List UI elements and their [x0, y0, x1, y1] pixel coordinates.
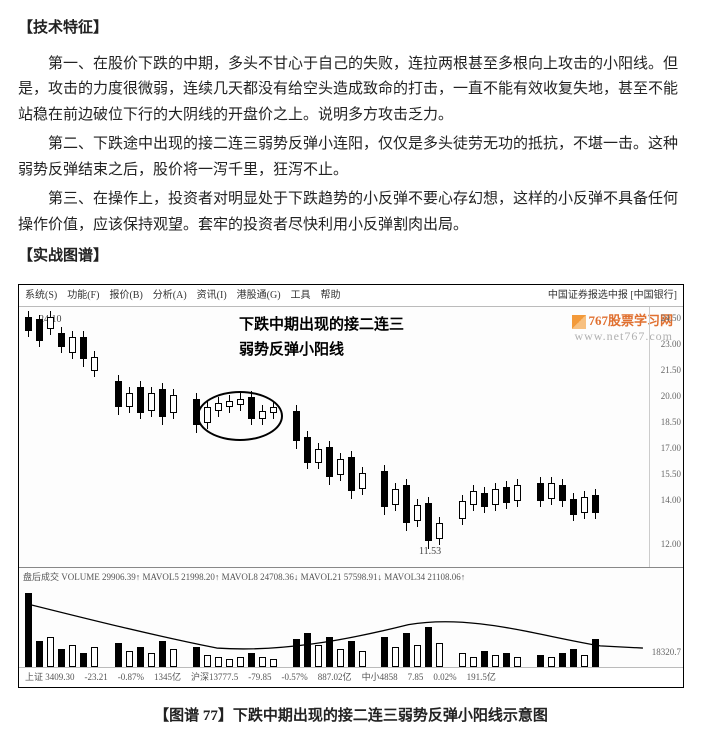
circle-annotation [197, 391, 283, 441]
section-heading-chart: 【实战图谱】 [18, 244, 684, 270]
paragraph-2: 第二、下跌途中出现的接二连三弱势反弹小连阳，仅仅是多头徒劳无功的抵抗，不堪一击。… [18, 132, 684, 183]
volume-side-label: 18320.7 [652, 645, 681, 660]
candlestick-chart[interactable]: 24.10 下跌中期出现的接二连三 弱势反弹小阳线 767股票学习网 www.n… [19, 307, 683, 567]
price-low-label: 11.53 [419, 543, 441, 560]
toolbar-menus[interactable]: 系统(S) 功能(F) 报价(B) 分析(A) 资讯(I) 港股通(G) 工具 … [25, 287, 341, 304]
volume-ma-curve [25, 582, 643, 674]
stock-chart-container: 系统(S) 功能(F) 报价(B) 分析(A) 资讯(I) 港股通(G) 工具 … [18, 284, 684, 688]
figure-caption: 【图谱 77】下跌中期出现的接二连三弱势反弹小阳线示意图 [18, 704, 684, 730]
candlestick-series [25, 307, 643, 567]
toolbar-title: 中国证券报选中报 [中国银行] [548, 287, 677, 304]
paragraph-1: 第一、在股价下跌的中期，多头不甘心于自己的失败，连拉两根甚至多根向上攻击的小阳线… [18, 52, 684, 129]
volume-chart[interactable]: 盘后成交 VOLUME 29906.39↑ MAVOL5 21998.20↑ M… [19, 567, 683, 667]
price-y-axis: 24.5023.0021.5020.0018.5017.0015.5014.00… [649, 307, 683, 567]
section-heading-tech: 【技术特征】 [18, 16, 684, 42]
chart-toolbar: 系统(S) 功能(F) 报价(B) 分析(A) 资讯(I) 港股通(G) 工具 … [19, 285, 683, 307]
paragraph-3: 第三、在操作上，投资者对明显处于下跌趋势的小反弹不要心存幻想，这样的小反弹不具备… [18, 187, 684, 238]
